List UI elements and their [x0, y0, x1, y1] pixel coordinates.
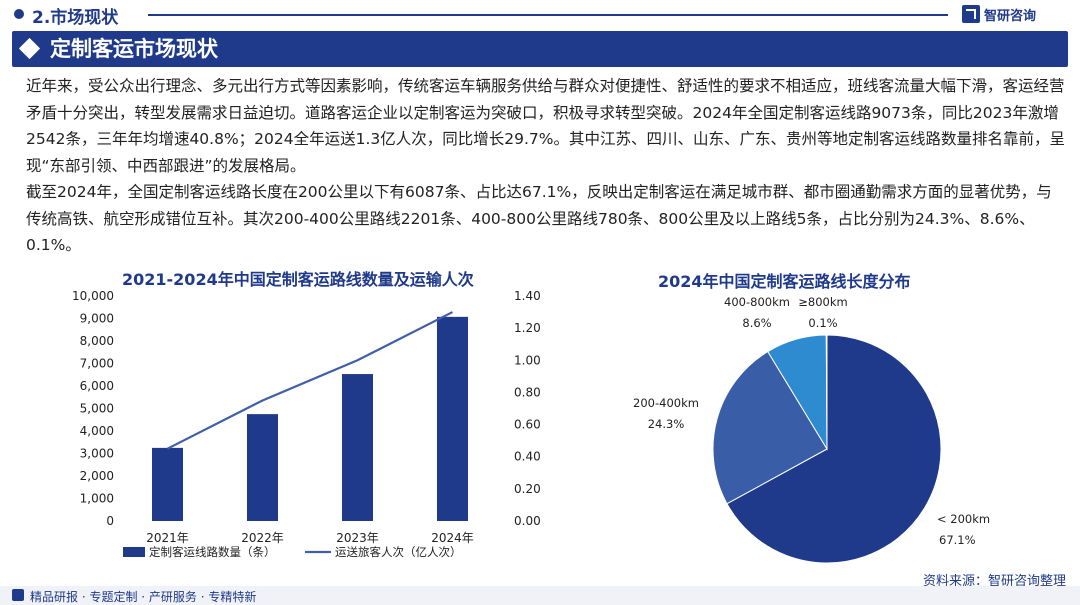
y-right-tick-label: 1.20	[514, 321, 541, 335]
bar-line-chart: 0 1,000 2,000 3,000 4,000 5,000 6,000 7,000 8,00…	[72, 289, 541, 559]
y-right-tick-label: 1.00	[514, 353, 541, 367]
bar-2	[247, 414, 278, 521]
legend-bar-swatch	[123, 547, 145, 557]
pie-value-label: 24.3%	[648, 417, 685, 431]
section-bullet-icon	[14, 9, 24, 19]
pie-value-label: 8.6%	[742, 316, 771, 330]
y-right-tick-label: 0.60	[514, 418, 541, 432]
pie-chart: < 200km 67.1% 200-400km 24.3% 400-800km 8.6% ≥…	[633, 295, 990, 564]
pie-label: ≥800km	[798, 295, 847, 309]
bar-chart-title: 2021-2024年中国定制客运路线数量及运输人次	[122, 270, 474, 289]
y-right-tick-label: 1.40	[514, 289, 541, 303]
y-left-tick-label: 10,000	[72, 289, 114, 303]
y-left-tick-label: 9,000	[80, 312, 114, 326]
pie-slice-2	[712, 350, 828, 505]
y-right-tick-label: 0.80	[514, 385, 541, 399]
brand-logo: 智研咨询	[962, 3, 1036, 25]
y-left-tick-label: 8,000	[80, 334, 114, 348]
body-text: 近年来，受公众出行理念、多元出行方式等因素影响，传统客运车辆服务供给与群众对便捷…	[26, 73, 1066, 259]
y-right-tick-label: 0.40	[514, 450, 541, 464]
legend-bar-label: 定制客运线路数量（条）	[149, 545, 276, 559]
x-tick-label: 2022年	[241, 531, 284, 545]
y-left-tick-label: 4,000	[80, 424, 114, 438]
y-left-tick-label: 7,000	[80, 357, 114, 371]
pie-label: 400-800km	[724, 295, 790, 309]
y-left-tick-label: 0	[106, 514, 114, 528]
y-left-tick-label: 3,000	[80, 447, 114, 461]
y-right-tick-label: 0.00	[514, 514, 541, 528]
y-left-tick-label: 5,000	[80, 402, 114, 416]
pie-slice-4	[825, 334, 828, 450]
paragraph-2: 截至2024年，全国定制客运线路长度在200公里以下有6087条、占比达67.1…	[26, 183, 1052, 254]
y-left-tick-label: 2,000	[80, 469, 114, 483]
paragraph-1: 近年来，受公众出行理念、多元出行方式等因素影响，传统客运车辆服务供给与群众对便捷…	[26, 77, 1066, 175]
x-tick-label: 2021年	[146, 531, 189, 545]
page-title: 定制客运市场现状	[50, 37, 218, 61]
source-note: 资料来源：智研咨询整理	[922, 574, 1066, 589]
passenger-line	[167, 311, 453, 450]
pie-value-label: 0.1%	[808, 316, 837, 330]
legend-line-label: 运送旅客人次（亿人次）	[335, 545, 462, 559]
y-left-tick-label: 6,000	[80, 379, 114, 393]
footer-bar	[0, 586, 1080, 605]
pie-value-label: 67.1%	[939, 533, 976, 547]
pie-label: < 200km	[937, 512, 990, 526]
bar-3	[342, 374, 373, 521]
bar-1	[152, 447, 183, 521]
x-tick-label: 2024年	[431, 531, 474, 545]
header-divider	[148, 14, 948, 16]
brand-name: 智研咨询	[984, 8, 1037, 24]
bar-4	[437, 316, 468, 521]
title-banner	[12, 31, 1068, 67]
pie-chart-title: 2024年中国定制客运路线长度分布	[658, 272, 911, 291]
x-tick-label: 2023年	[336, 531, 379, 545]
footer-text: 精品研报 · 专题定制 · 产研服务 · 专精特新	[30, 590, 257, 604]
pie-slice-1	[726, 334, 942, 564]
section-title: 2.市场现状	[32, 8, 119, 28]
y-right-tick-label: 0.20	[514, 482, 541, 496]
pie-label: 200-400km	[633, 396, 699, 410]
y-left-tick-label: 1,000	[80, 492, 114, 506]
footer-logo-icon	[12, 589, 24, 601]
logo-icon	[962, 5, 980, 23]
